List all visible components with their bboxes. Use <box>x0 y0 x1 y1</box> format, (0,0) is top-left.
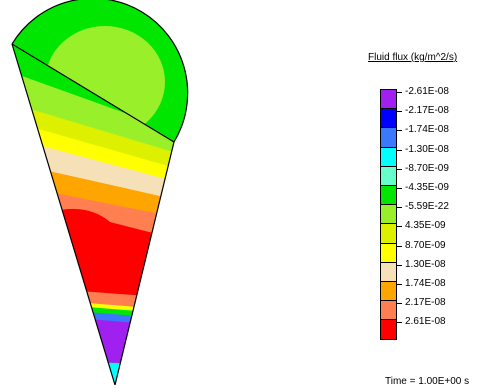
legend-tick <box>397 149 402 151</box>
legend-tick <box>397 207 402 209</box>
legend-label: 8.70E-09 <box>405 239 446 251</box>
model-viewport[interactable] <box>0 0 360 392</box>
legend-label: 2.61E-08 <box>405 316 446 328</box>
legend-label: 2.17E-08 <box>405 297 446 309</box>
legend-tick <box>397 188 402 189</box>
legend-label: -2.17E-08 <box>405 105 449 117</box>
legend-label: 1.74E-08 <box>405 278 446 289</box>
time-readout: Time = 1.00E+00 s <box>385 376 470 387</box>
legend-swatch <box>380 242 397 263</box>
legend-label: 1.30E-08 <box>405 258 446 270</box>
legend-tick <box>397 92 402 93</box>
legend-label: -2.61E-08 <box>405 86 449 97</box>
legend-swatch <box>380 108 397 129</box>
legend-swatch <box>380 165 397 186</box>
legend-title: Fluid flux (kg/m^2/s) <box>368 52 458 63</box>
legend-swatch <box>380 223 397 244</box>
legend-label: -1.30E-08 <box>405 143 449 155</box>
legend-tick <box>397 303 402 305</box>
legend-tick <box>397 284 402 285</box>
legend-swatch <box>380 281 397 302</box>
legend-label: -5.59E-22 <box>405 201 449 213</box>
legend-swatch <box>380 261 397 282</box>
model-outline <box>11 0 189 386</box>
legend-swatch <box>380 146 397 167</box>
legend-swatch <box>380 127 397 148</box>
legend-label: -1.74E-08 <box>405 124 449 136</box>
legend-tick <box>397 226 402 228</box>
legend-tick <box>397 245 402 247</box>
legend-label: -8.70E-09 <box>405 162 449 174</box>
legend-label: 4.35E-09 <box>405 220 446 232</box>
legend-tick <box>397 264 402 266</box>
legend-tick <box>397 322 402 324</box>
legend-swatch <box>380 300 397 321</box>
legend-swatch <box>380 204 397 225</box>
legend-tick <box>397 111 402 113</box>
legend-tick <box>397 130 402 132</box>
legend-swatch <box>380 319 397 340</box>
legend-swatch <box>380 89 397 110</box>
legend-tick <box>397 168 402 170</box>
legend-swatch <box>380 185 397 206</box>
legend-label: -4.35E-09 <box>405 182 449 193</box>
